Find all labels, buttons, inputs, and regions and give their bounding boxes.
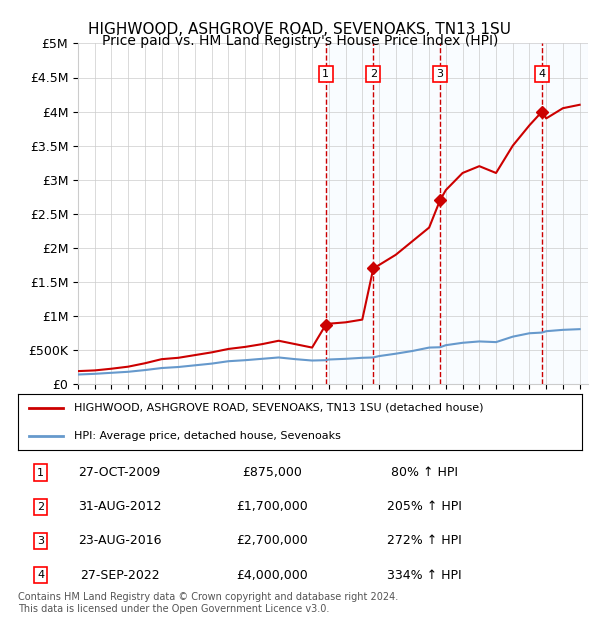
Text: 23-AUG-2016: 23-AUG-2016 (78, 534, 161, 547)
Text: 4: 4 (37, 570, 44, 580)
Text: 205% ↑ HPI: 205% ↑ HPI (386, 500, 461, 513)
Text: 31-AUG-2012: 31-AUG-2012 (78, 500, 161, 513)
Text: £4,000,000: £4,000,000 (236, 569, 308, 582)
Text: 27-OCT-2009: 27-OCT-2009 (79, 466, 161, 479)
Text: 3: 3 (437, 69, 443, 79)
Text: 272% ↑ HPI: 272% ↑ HPI (387, 534, 461, 547)
Text: 1: 1 (322, 69, 329, 79)
Text: 27-SEP-2022: 27-SEP-2022 (80, 569, 160, 582)
Text: £1,700,000: £1,700,000 (236, 500, 308, 513)
Text: 3: 3 (37, 536, 44, 546)
Text: Price paid vs. HM Land Registry's House Price Index (HPI): Price paid vs. HM Land Registry's House … (102, 34, 498, 48)
Text: 2: 2 (37, 502, 44, 512)
Text: 4: 4 (538, 69, 545, 79)
Text: Contains HM Land Registry data © Crown copyright and database right 2024.
This d: Contains HM Land Registry data © Crown c… (18, 592, 398, 614)
Text: HPI: Average price, detached house, Sevenoaks: HPI: Average price, detached house, Seve… (74, 430, 341, 441)
Text: HIGHWOOD, ASHGROVE ROAD, SEVENOAKS, TN13 1SU (detached house): HIGHWOOD, ASHGROVE ROAD, SEVENOAKS, TN13… (74, 402, 484, 413)
Bar (326, 43, 588, 384)
Text: 1: 1 (37, 467, 44, 478)
Text: 334% ↑ HPI: 334% ↑ HPI (387, 569, 461, 582)
Text: £875,000: £875,000 (242, 466, 302, 479)
Text: £2,700,000: £2,700,000 (236, 534, 308, 547)
Text: 80% ↑ HPI: 80% ↑ HPI (391, 466, 458, 479)
Text: 2: 2 (370, 69, 377, 79)
Text: HIGHWOOD, ASHGROVE ROAD, SEVENOAKS, TN13 1SU: HIGHWOOD, ASHGROVE ROAD, SEVENOAKS, TN13… (89, 22, 511, 37)
